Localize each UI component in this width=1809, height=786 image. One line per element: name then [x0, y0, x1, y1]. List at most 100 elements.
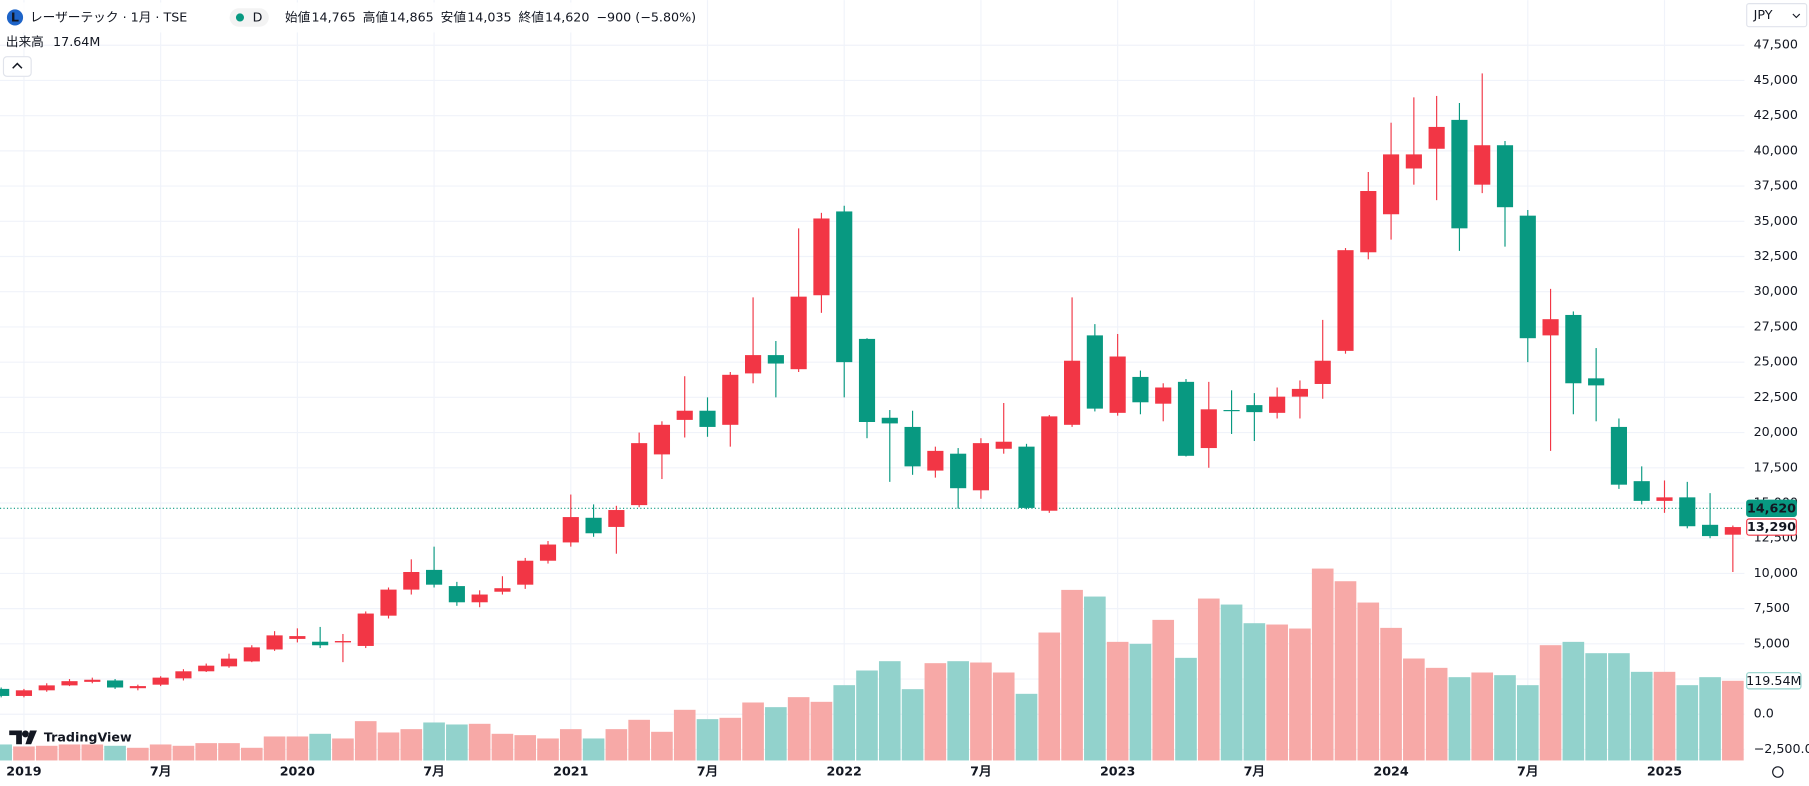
- candle-body: [266, 635, 283, 650]
- candle-body: [380, 589, 397, 616]
- x-tick-label: 7月: [970, 763, 992, 778]
- candle-body: [1610, 426, 1628, 485]
- header-bg: [0, 2, 670, 33]
- candle-body: [1405, 154, 1422, 169]
- candle-body: [1656, 497, 1673, 501]
- volume-bar: [833, 685, 856, 761]
- volume-bar: [878, 661, 901, 761]
- y-tick-label: 10,000: [1754, 565, 1798, 580]
- candle-body: [699, 410, 716, 427]
- volume-bar: [992, 672, 1015, 761]
- volume-bar: [901, 689, 924, 761]
- volume-bar: [605, 729, 628, 761]
- candle-body: [1269, 396, 1286, 413]
- volume-bar: [1585, 653, 1607, 761]
- volume-bar: [787, 697, 810, 761]
- interval-badge: D: [253, 10, 263, 25]
- volume-bar: [537, 738, 559, 761]
- y-tick-label: 37,500: [1754, 178, 1798, 193]
- candle-body: [1109, 356, 1126, 413]
- candle-body: [107, 680, 124, 688]
- x-tick-label: 2020: [280, 763, 315, 778]
- candle-body: [881, 417, 898, 424]
- candle-body: [539, 544, 557, 561]
- volume-bar: [195, 743, 218, 761]
- y-tick-label: 40,000: [1754, 142, 1798, 157]
- volume-bar: [1539, 645, 1562, 761]
- x-tick-label: 7月: [423, 763, 445, 778]
- candle-body: [494, 588, 511, 592]
- candle-body: [175, 671, 192, 679]
- y-tick-label: 25,000: [1754, 354, 1798, 369]
- y-tick-label: 0.0: [1754, 706, 1774, 721]
- volume-bar: [286, 736, 309, 761]
- settings-icon[interactable]: [1772, 766, 1784, 778]
- volume-bar: [924, 663, 947, 761]
- candle-body: [403, 572, 420, 590]
- volume-bar: [947, 661, 969, 761]
- candle-body: [198, 665, 215, 672]
- y-tick-label: 22,500: [1754, 389, 1798, 404]
- volume-bar: [1038, 632, 1061, 761]
- y-tick-label: 20,000: [1754, 424, 1798, 439]
- volume-bar: [218, 743, 240, 761]
- x-tick-label: 2022: [827, 763, 862, 778]
- candle-body: [1633, 481, 1650, 501]
- volume-bar: [1106, 641, 1129, 761]
- volume-bar: [742, 702, 764, 761]
- y-tick-label: 5,000: [1754, 635, 1790, 650]
- volume-bar: [1516, 685, 1539, 761]
- ohlc-value: 14,620: [545, 10, 589, 25]
- candle-body: [858, 338, 876, 423]
- currency-box[interactable]: [1746, 3, 1808, 28]
- y-tick-label: 17,500: [1754, 459, 1798, 474]
- x-tick-label: 7月: [697, 763, 719, 778]
- volume-bar: [1403, 658, 1425, 761]
- candle-body: [517, 560, 534, 585]
- volume-bar: [1220, 604, 1243, 761]
- x-tick-label: 2021: [553, 763, 588, 778]
- volume-tag: 119.54M: [1746, 673, 1801, 688]
- ohlc-label: 高値: [363, 10, 389, 25]
- volume-bar: [810, 701, 833, 761]
- ohlc-value: 14,765: [311, 10, 355, 25]
- currency-caret: [1792, 13, 1801, 19]
- volume-bar: [1152, 619, 1175, 761]
- collapse-button[interactable]: [2, 56, 32, 77]
- x-tick-label: 2024: [1373, 763, 1408, 778]
- volume-bar: [1380, 627, 1402, 761]
- volume-bar: [696, 719, 719, 761]
- ohlc-value: 14,865: [389, 10, 433, 25]
- candle-body: [631, 443, 648, 506]
- candle-body: [585, 517, 602, 534]
- volume-bar: [1676, 685, 1699, 761]
- candle-body: [790, 296, 807, 370]
- volume-legend-label: 出来高: [6, 34, 44, 49]
- y-tick-label: 42,500: [1754, 107, 1798, 122]
- x-tick-label: 7月: [150, 763, 172, 778]
- candle-body: [1474, 145, 1491, 185]
- candle-body: [15, 690, 33, 696]
- y-tick-label: 30,000: [1754, 283, 1798, 298]
- candle-body: [813, 218, 830, 296]
- close-tag-bg: [1746, 518, 1797, 536]
- candle-body: [1291, 388, 1309, 397]
- y-tick-label: −2,500.0: [1754, 741, 1809, 756]
- volume-bar: [1175, 657, 1197, 761]
- x-tick-label: 2023: [1100, 763, 1135, 778]
- collapse-icon: [12, 62, 23, 69]
- candle-body: [562, 517, 579, 543]
- volume-bar: [1334, 581, 1357, 761]
- volume-bar: [1425, 667, 1448, 761]
- volume-tag-bg: [1746, 672, 1802, 690]
- interval-badge-bg: [229, 8, 269, 27]
- candle-body: [1246, 405, 1263, 413]
- volume-bar: [423, 722, 445, 761]
- ohlc-label: 終値: [519, 10, 545, 25]
- y-tick-label: 27,500: [1754, 318, 1798, 333]
- watermark: TradingView: [44, 729, 132, 744]
- candle-body: [1223, 410, 1240, 412]
- volume-bar: [400, 729, 423, 761]
- candle-body: [745, 355, 762, 374]
- candle-body: [1063, 360, 1081, 425]
